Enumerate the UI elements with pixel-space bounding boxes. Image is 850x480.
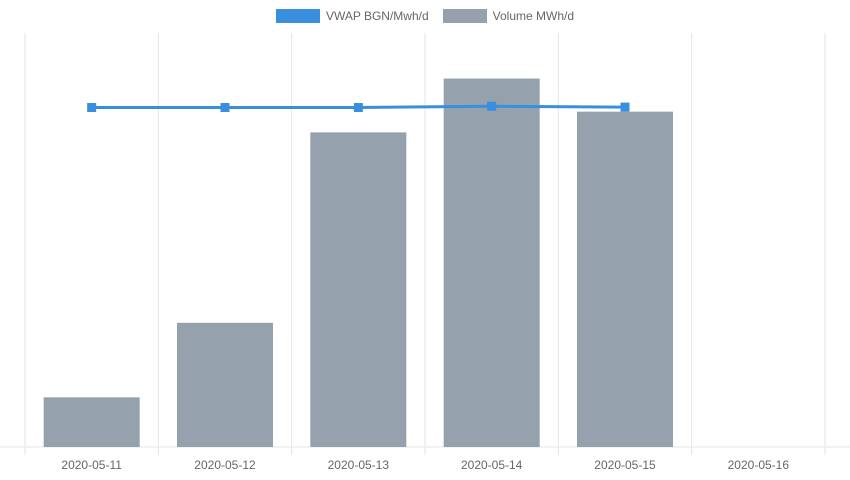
- bar-volume: [310, 132, 407, 448]
- point-vwap: [487, 101, 497, 111]
- x-tick-label: 2020-05-15: [594, 458, 656, 472]
- x-tick-label: 2020-05-14: [461, 458, 523, 472]
- x-tick-label: 2020-05-13: [328, 458, 390, 472]
- x-tick-label: 2020-05-12: [194, 458, 256, 472]
- legend-label-volume: Volume MWh/d: [492, 9, 575, 23]
- legend-item-vwap[interactable]: VWAP BGN/Mwh/d: [275, 7, 429, 25]
- point-vwap: [220, 103, 230, 113]
- legend-item-volume[interactable]: Volume MWh/d: [442, 7, 575, 25]
- bar-volume: [177, 322, 273, 447]
- legend: VWAP BGN/Mwh/d Volume MWh/d: [0, 7, 850, 25]
- legend-swatch-volume: [442, 9, 487, 23]
- point-vwap: [620, 102, 630, 112]
- legend-label-vwap: VWAP BGN/Mwh/d: [325, 9, 429, 23]
- bar-volume: [443, 78, 540, 447]
- point-vwap: [87, 103, 97, 113]
- bar-volume: [43, 397, 140, 447]
- point-vwap: [353, 103, 363, 113]
- x-tick-label: 2020-05-11: [61, 458, 122, 472]
- legend-swatch-vwap: [275, 9, 320, 23]
- bar-volume: [577, 111, 673, 447]
- x-tick-label: 2020-05-16: [728, 458, 790, 472]
